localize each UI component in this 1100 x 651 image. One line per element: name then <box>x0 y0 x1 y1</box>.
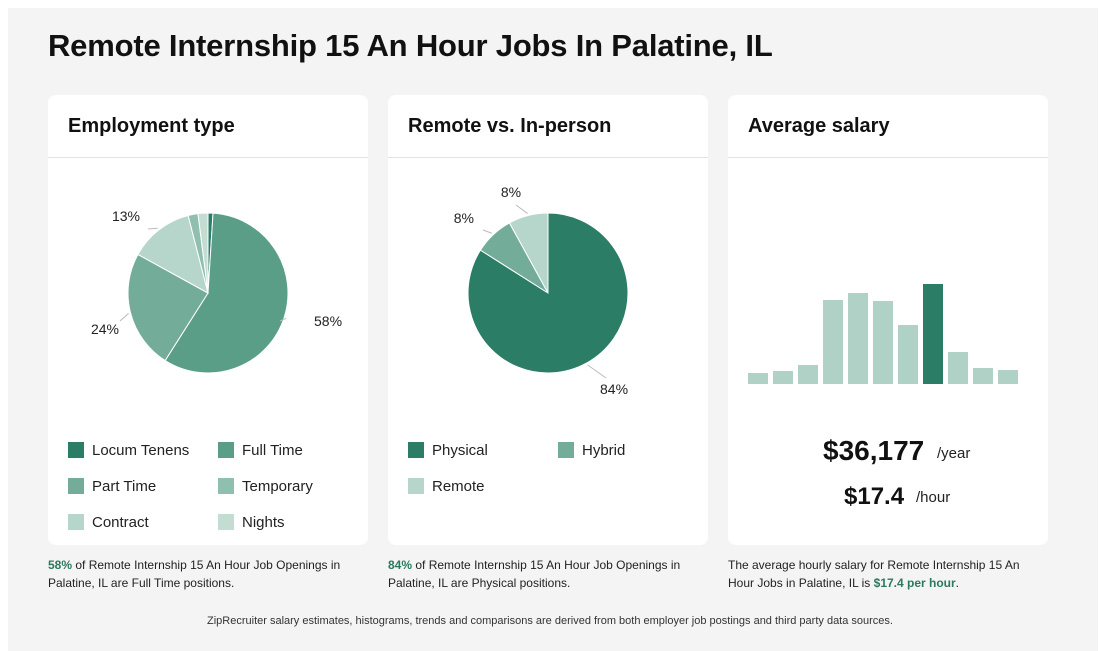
pie-label-leader-line <box>587 364 607 379</box>
hourly-salary-unit: /hour <box>916 489 951 506</box>
legend-swatch <box>218 478 234 494</box>
employment-type-pie-chart: 58% 24% 13% <box>91 208 342 374</box>
average-salary-summary-text: The average hourly salary for Remote Int… <box>728 558 1020 590</box>
pie-data-label-hybrid: 8% <box>454 210 474 226</box>
remote-vs-inperson-summary-text: of Remote Internship 15 An Hour Job Open… <box>388 558 681 590</box>
pie-slice-full-time <box>164 212 289 374</box>
employment-type-title: Employment type <box>68 115 235 137</box>
legend-label: Temporary <box>242 477 313 495</box>
pie-data-label-physical: 84% <box>600 381 628 397</box>
page-title: Remote Internship 15 An Hour Jobs In Pal… <box>48 28 773 63</box>
histogram-bar <box>848 293 868 384</box>
legend-item-hybrid: Hybrid <box>558 441 625 459</box>
legend-swatch <box>218 442 234 458</box>
pie-data-label-contract: 13% <box>112 208 140 224</box>
histogram-bar <box>873 301 893 384</box>
annual-salary-value: $36,177 <box>823 435 925 466</box>
pie-label-leader-line <box>119 313 129 322</box>
legend-swatch <box>408 442 424 458</box>
histogram-bar <box>998 370 1018 384</box>
legend-label: Remote <box>432 477 485 495</box>
average-salary-card: Average salary $19.1kPalatine, IL Averag… <box>728 95 1048 545</box>
remote-vs-inperson-card: Remote vs. In-person 84% 8% 8% Physical Hyb… <box>388 95 708 545</box>
histogram-bar <box>898 325 918 384</box>
legend-item-full-time: Full Time <box>218 441 303 459</box>
legend-item-locum-tenens: Locum Tenens <box>68 441 189 459</box>
pie-data-label-full-time: 58% <box>314 313 342 329</box>
legend-item-physical: Physical <box>408 441 488 459</box>
legend-swatch <box>68 478 84 494</box>
pie-data-label-part-time: 24% <box>91 321 119 337</box>
legend-swatch <box>218 514 234 530</box>
histogram-bar-average <box>923 284 943 384</box>
histogram-bar <box>773 371 793 384</box>
pie-label-leader-line <box>515 204 528 214</box>
histogram-bar <box>973 368 993 384</box>
pie-slice-nights <box>197 212 209 294</box>
employment-type-card: Employment type 58% 24% 13% Locum Tenens Fu… <box>48 95 368 545</box>
legend-label: Locum Tenens <box>92 441 190 459</box>
pie-data-label-remote: 8% <box>501 184 521 200</box>
card-divider <box>48 157 368 158</box>
pie-slice-remote <box>508 212 549 294</box>
legend-item-nights: Nights <box>218 513 285 531</box>
remote-vs-inperson-summary: 84% of Remote Internship 15 An Hour Job … <box>388 556 708 592</box>
legend-label: Full Time <box>242 441 303 459</box>
annual-salary-unit: /year <box>937 445 971 462</box>
histogram-bar <box>798 365 818 384</box>
legend-item-part-time: Part Time <box>68 477 156 495</box>
average-salary-summary: The average hourly salary for Remote Int… <box>728 556 1028 592</box>
hourly-salary-value: $17.4 <box>844 483 905 510</box>
legend-swatch <box>68 514 84 530</box>
pie-label-leader-line <box>147 227 158 230</box>
pie-label-leader-line <box>482 229 493 234</box>
salary-histogram: $19.1kPalatine, IL Average$23.9 <box>748 284 1018 384</box>
legend-label: Contract <box>92 513 149 531</box>
legend-label: Physical <box>432 441 488 459</box>
legend-item-remote: Remote <box>408 477 485 495</box>
data-source-footnote: ZipRecruiter salary estimates, histogram… <box>207 615 893 627</box>
average-salary-summary-highlight: $17.4 per hour <box>873 576 956 590</box>
histogram-bar <box>948 352 968 384</box>
legend-label: Hybrid <box>582 441 626 459</box>
employment-type-summary-percent: 58% <box>48 558 73 572</box>
pie-label-leader-line <box>279 317 287 322</box>
legend-item-contract: Contract <box>68 513 149 531</box>
average-salary-title: Average salary <box>748 115 890 137</box>
legend-label: Part Time <box>92 477 157 495</box>
remote-vs-inperson-title: Remote vs. In-person <box>408 115 612 137</box>
histogram-bar <box>748 373 768 384</box>
histogram-bar <box>823 300 843 384</box>
legend-item-temporary: Temporary <box>218 477 313 495</box>
pie-slice-part-time <box>127 253 209 362</box>
card-divider <box>728 157 1048 158</box>
employment-type-summary-text: of Remote Internship 15 An Hour Job Open… <box>48 558 341 590</box>
remote-vs-inperson-summary-percent: 84% <box>388 558 413 572</box>
legend-label: Nights <box>242 513 285 531</box>
legend-swatch <box>408 478 424 494</box>
pie-slice-contract <box>137 214 209 294</box>
card-divider <box>388 157 708 158</box>
employment-type-summary: 58% of Remote Internship 15 An Hour Job … <box>48 556 368 592</box>
legend-swatch <box>558 442 574 458</box>
remote-vs-inperson-pie-chart: 84% 8% 8% <box>454 184 629 397</box>
legend-swatch <box>68 442 84 458</box>
average-salary-summary-end: . <box>955 576 960 590</box>
